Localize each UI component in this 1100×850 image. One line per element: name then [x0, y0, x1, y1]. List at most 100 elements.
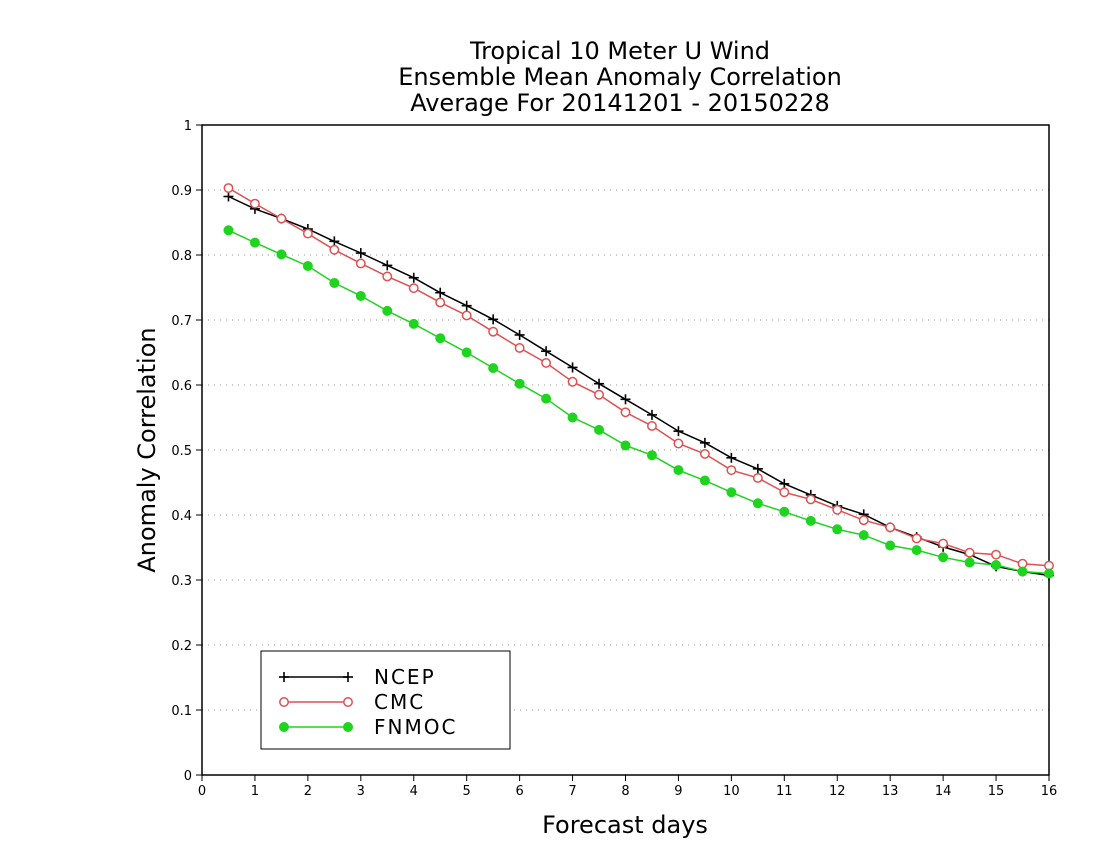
- legend-entry-cmc: CMC: [279, 690, 425, 714]
- y-tick-label: 1: [184, 119, 192, 134]
- x-tick-label: 12: [829, 784, 846, 799]
- data-point-fnmoc: [832, 524, 843, 535]
- y-tick-label: 0.9: [171, 184, 192, 199]
- data-point-cmc: [647, 421, 657, 431]
- data-point-cmc: [938, 538, 949, 549]
- x-tick-label: 2: [304, 784, 312, 799]
- legend-label-cmc: CMC: [374, 690, 425, 714]
- data-point-cmc: [435, 297, 446, 308]
- data-point-cmc: [329, 244, 340, 255]
- data-point-fnmoc: [805, 515, 816, 526]
- data-point-cmc: [805, 494, 816, 505]
- data-point-ncep: [461, 300, 472, 311]
- data-point-fnmoc: [408, 318, 419, 329]
- data-point-fnmoc: [938, 552, 949, 563]
- data-point-fnmoc: [1044, 568, 1054, 579]
- data-point-fnmoc: [752, 498, 763, 509]
- data-point-ncep: [646, 409, 657, 420]
- y-axis-label: Anomaly Correlation: [133, 327, 161, 572]
- data-point-cmc: [223, 183, 234, 194]
- data-point-fnmoc: [779, 506, 790, 517]
- x-tick-label: 3: [357, 784, 365, 799]
- data-point-fnmoc: [541, 393, 552, 404]
- x-tick-label: 16: [1041, 784, 1058, 799]
- series-line-ncep: [228, 195, 1050, 577]
- x-tick-label: 0: [198, 784, 206, 799]
- series-line-fnmoc: [228, 229, 1050, 575]
- legend-entry-fnmoc: FNMOC: [279, 715, 455, 739]
- data-point-ncep: [541, 346, 552, 357]
- data-point-cmc: [594, 389, 604, 400]
- data-point-fnmoc: [646, 450, 657, 461]
- data-point-cmc: [964, 547, 975, 558]
- x-tick-label: 1: [251, 784, 259, 799]
- data-point-fnmoc: [1017, 566, 1028, 577]
- y-tick-label: 0.8: [171, 249, 192, 264]
- data-point-ncep: [488, 314, 499, 325]
- data-point-cmc: [567, 376, 578, 387]
- x-tick-label: 11: [776, 784, 793, 799]
- y-tick-label: 0.3: [171, 574, 192, 589]
- data-point-ncep: [382, 260, 393, 271]
- data-point-cmc: [249, 198, 260, 209]
- data-point-fnmoc: [514, 378, 525, 389]
- x-tick-label: 9: [674, 784, 682, 799]
- series-line-cmc: [228, 187, 1050, 567]
- y-tick-label: 0.6: [171, 379, 192, 394]
- data-point-cmc: [302, 228, 313, 239]
- data-point-cmc: [541, 357, 552, 368]
- legend-marker-cmc: [343, 697, 353, 707]
- legend-marker-fnmoc: [343, 722, 353, 732]
- y-tick-label: 0.1: [171, 704, 192, 719]
- data-point-fnmoc: [911, 545, 922, 556]
- legend-box: [260, 650, 511, 750]
- y-tick-label: 0.2: [171, 639, 192, 654]
- data-point-fnmoc: [620, 440, 631, 451]
- data-point-cmc: [832, 504, 843, 515]
- data-point-fnmoc: [858, 530, 869, 541]
- y-tick-label: 0: [184, 769, 192, 784]
- data-point-cmc: [858, 515, 869, 526]
- legend-marker-ncep: [343, 672, 353, 682]
- y-tick-label: 0.4: [171, 509, 192, 524]
- data-point-fnmoc: [355, 290, 366, 301]
- data-point-fnmoc: [382, 305, 393, 316]
- x-tick-label: 7: [568, 784, 576, 799]
- chart-title-line-1: Tropical 10 Meter U Wind: [469, 37, 770, 65]
- data-point-ncep: [726, 452, 737, 463]
- data-point-fnmoc: [276, 249, 287, 260]
- data-point-ncep: [699, 437, 710, 448]
- data-point-fnmoc: [435, 333, 446, 344]
- chart-title-line-2: Ensemble Mean Anomaly Correlation: [398, 63, 842, 91]
- data-point-ncep: [620, 394, 631, 405]
- data-point-ncep: [594, 378, 605, 389]
- data-point-fnmoc: [594, 424, 605, 435]
- y-tick-label: 0.5: [171, 444, 192, 459]
- x-tick-label: 5: [463, 784, 471, 799]
- x-tick-label: 15: [988, 784, 1005, 799]
- x-tick-label: 14: [935, 784, 952, 799]
- data-point-cmc: [911, 533, 922, 544]
- legend-marker-ncep: [279, 672, 289, 682]
- chart-title: Tropical 10 Meter U Wind Ensemble Mean A…: [398, 37, 842, 117]
- legend-label-ncep: NCEP: [374, 665, 436, 689]
- data-point-fnmoc: [885, 540, 896, 551]
- data-point-ncep: [514, 329, 525, 340]
- data-point-fnmoc: [461, 347, 472, 358]
- data-point-fnmoc: [488, 363, 499, 374]
- legend-marker-fnmoc: [279, 722, 289, 732]
- data-point-cmc: [752, 473, 763, 483]
- series-ncep: [223, 191, 1054, 581]
- series-lines: [223, 183, 1054, 581]
- data-point-cmc: [673, 438, 684, 449]
- data-point-cmc: [699, 448, 710, 459]
- data-point-ncep: [355, 248, 366, 259]
- data-point-cmc: [885, 522, 896, 533]
- data-point-cmc: [620, 407, 631, 418]
- data-point-fnmoc: [223, 225, 234, 236]
- data-point-cmc: [461, 310, 472, 321]
- data-point-fnmoc: [249, 237, 260, 248]
- x-tick-label: 13: [882, 784, 899, 799]
- data-point-cmc: [779, 487, 790, 498]
